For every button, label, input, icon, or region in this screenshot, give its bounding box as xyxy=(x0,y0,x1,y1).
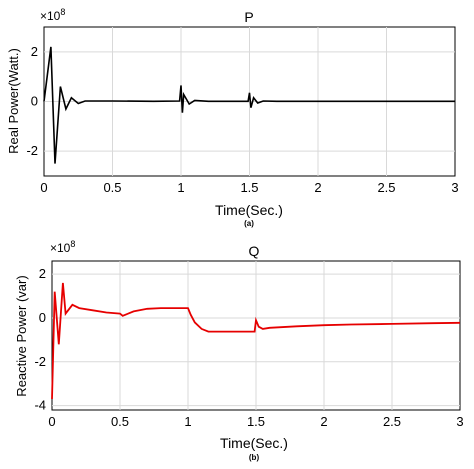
q-x-tick-label: 2 xyxy=(320,414,327,429)
p-chart-title: P xyxy=(244,9,253,25)
p-x-tick-label: 0 xyxy=(40,180,47,195)
panel-q: ×108 Q 0 0.5 1 1.5 2 2.5 3 2 0 -2 -4 Time(Sec.) (… xyxy=(14,239,464,462)
q-series-line xyxy=(51,282,461,400)
p-y-axis-label: Real Power(Watt.) xyxy=(6,48,21,154)
p-y-multiplier-exp: 8 xyxy=(60,7,65,17)
q-x-axis-label: Time(Sec.) xyxy=(220,435,288,451)
p-y-multiplier: ×108 xyxy=(40,7,65,23)
q-y-tick-labels: 2 0 -2 -4 xyxy=(34,266,46,412)
p-y-tick-labels: 2 0 -2 xyxy=(26,44,38,158)
p-y-tick-label: 2 xyxy=(31,44,38,59)
p-x-tick-label: 3 xyxy=(451,180,458,195)
p-x-tick-label: 1.5 xyxy=(240,180,258,195)
p-subtitle: (a) xyxy=(244,219,254,228)
q-y-tick-label: 0 xyxy=(39,310,46,325)
q-x-tick-labels: 0 0.5 1 1.5 2 2.5 3 xyxy=(48,414,463,429)
p-x-tick-label: 1 xyxy=(177,180,184,195)
p-x-tick-label: 0.5 xyxy=(103,180,121,195)
p-series-line xyxy=(43,46,455,164)
q-y-tick-label: -2 xyxy=(34,354,46,369)
p-gridlines xyxy=(44,27,455,176)
p-y-tick-label: -2 xyxy=(26,143,38,158)
p-x-tick-label: 2.5 xyxy=(377,180,395,195)
q-gridlines xyxy=(52,261,460,410)
p-x-axis-label: Time(Sec.) xyxy=(215,202,283,218)
q-y-multiplier: ×108 xyxy=(50,239,75,255)
q-y-axis-label: Reactive Power (var) xyxy=(14,275,29,396)
p-y-tick-label: 0 xyxy=(31,94,38,109)
q-x-tick-label: 1.5 xyxy=(247,414,265,429)
q-y-tick-label: 2 xyxy=(39,266,46,281)
q-x-tick-label: 3 xyxy=(456,414,463,429)
q-y-tick-label: -4 xyxy=(34,398,46,413)
q-x-tick-label: 0 xyxy=(48,414,55,429)
q-x-tick-label: 1 xyxy=(184,414,191,429)
panel-p: ×108 P 0 0.5 1 1.5 2 2.5 3 2 0 -2 Time(Sec.) (a)… xyxy=(6,7,459,228)
p-x-tick-label: 2 xyxy=(314,180,321,195)
q-x-tick-label: 2.5 xyxy=(383,414,401,429)
q-chart-title: Q xyxy=(249,243,260,259)
q-x-tick-label: 0.5 xyxy=(111,414,129,429)
q-y-multiplier-exp: 8 xyxy=(70,239,75,249)
q-subtitle: (b) xyxy=(249,453,260,462)
p-x-tick-labels: 0 0.5 1 1.5 2 2.5 3 xyxy=(40,180,458,195)
